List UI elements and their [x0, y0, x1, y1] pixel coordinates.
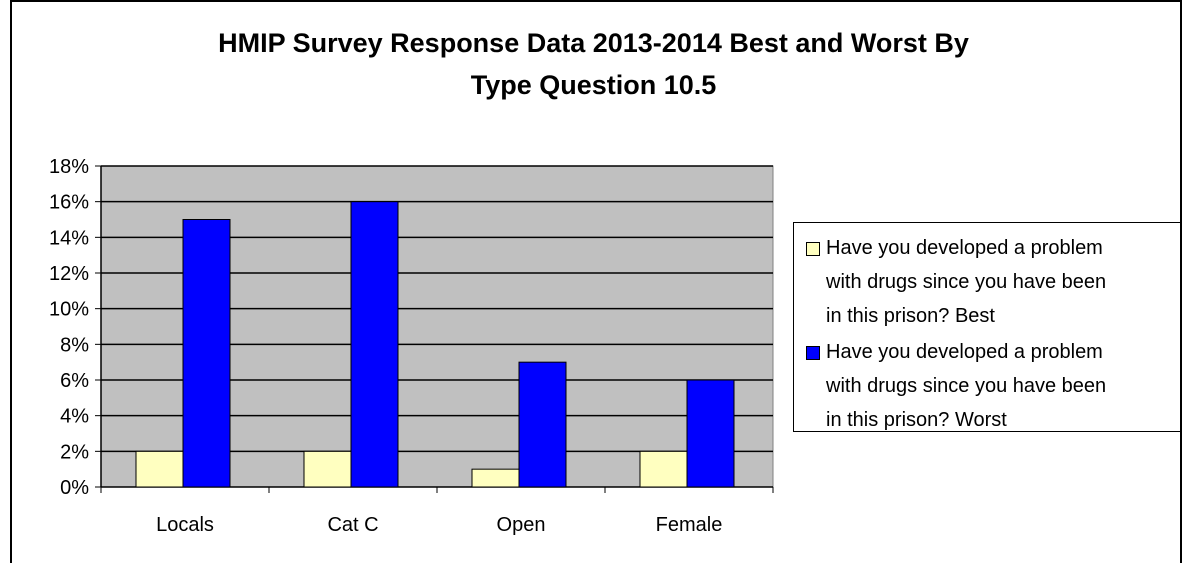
bar-worst [686, 379, 735, 488]
y-tick-label: 4% [60, 406, 89, 428]
x-tick-label: Cat C [327, 514, 378, 536]
y-tick-label: 18% [49, 156, 89, 178]
bar-best [471, 468, 520, 488]
legend-label-worst-line-3: in this prison? Worst [826, 409, 1007, 431]
legend-label-best-line-2: with drugs since you have been [826, 271, 1107, 293]
legend-label-worst-line-1: Have you developed a problem [826, 341, 1103, 363]
y-tick-label: 6% [60, 370, 89, 392]
y-tick-label: 16% [49, 192, 89, 214]
legend: Have you developed a problem with drugs … [793, 222, 1181, 432]
legend-label-worst-line-2: with drugs since you have been [826, 375, 1107, 397]
x-tick-label: Open [497, 514, 546, 536]
bar-best [639, 450, 688, 488]
bar-best [303, 450, 352, 488]
y-tick-label: 14% [49, 227, 89, 249]
bar-worst [182, 219, 231, 488]
bar-worst [350, 201, 399, 488]
legend-swatch-worst [806, 346, 820, 360]
x-tick-label: Female [656, 514, 723, 536]
chart-frame [10, 0, 1182, 563]
y-tick-label: 0% [60, 477, 89, 499]
legend-swatch-best [806, 242, 820, 256]
chart-title-line-1: HMIP Survey Response Data 2013-2014 Best… [218, 28, 969, 58]
legend-label-best-line-3: in this prison? Best [826, 305, 995, 327]
x-tick-label: Locals [156, 514, 214, 536]
y-tick-label: 2% [60, 441, 89, 463]
y-tick-label: 8% [60, 334, 89, 356]
chart-title-line-2: Type Question 10.5 [470, 70, 717, 100]
y-tick-label: 12% [49, 263, 89, 285]
y-tick-label: 10% [49, 299, 89, 321]
bar-best [135, 450, 184, 488]
bar-worst [518, 361, 567, 488]
legend-label-best-line-1: Have you developed a problem [826, 237, 1103, 259]
